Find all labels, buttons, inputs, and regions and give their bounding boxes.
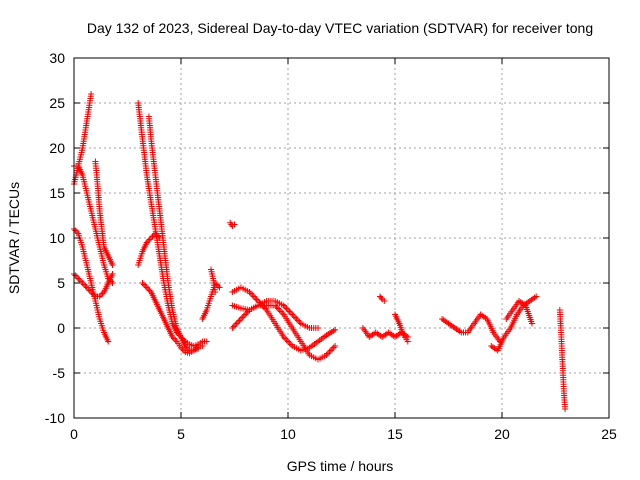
marker-path: [229, 284, 339, 354]
series-arc11: [208, 266, 219, 295]
series-arc14: [229, 302, 339, 363]
x-tick-label: 15: [387, 426, 403, 442]
marker-path: [145, 113, 206, 354]
series-arc21: [503, 298, 535, 327]
marker-path: [229, 302, 339, 363]
axis-ticks: 0 5 10 15 20 25 -10 -5 0 5 10 15 20 25 30: [45, 50, 617, 442]
marker-path: [556, 307, 569, 412]
grid: [74, 58, 609, 418]
marker-path: [199, 280, 223, 322]
y-tick-label: 10: [49, 230, 65, 246]
y-tick-label: -5: [53, 365, 66, 381]
series-arc10: [199, 280, 223, 322]
y-axis-label: SDTVAR / TECUs: [6, 182, 22, 294]
series-arc18: [392, 311, 411, 345]
series-arc19: [439, 311, 503, 345]
x-tick-label: 0: [70, 426, 78, 442]
marker-path: [392, 311, 411, 345]
series-arc22: [556, 307, 569, 412]
data-points: [71, 91, 569, 412]
marker-path: [439, 311, 503, 345]
series-arc5: [92, 158, 116, 268]
series-arc17: [377, 293, 388, 304]
series-arc13: [229, 284, 339, 354]
x-tick-label: 20: [494, 426, 510, 442]
marker-path: [227, 219, 238, 230]
chart-title: Day 132 of 2023, Sidereal Day-to-day VTE…: [87, 20, 593, 36]
series-arc9: [139, 280, 202, 357]
x-tick-label: 10: [280, 426, 296, 442]
series-arc12: [227, 219, 238, 230]
marker-path: [208, 266, 219, 295]
marker-path: [139, 280, 202, 357]
marker-path: [135, 230, 163, 268]
marker-path: [229, 298, 321, 331]
y-tick-label: 30: [49, 50, 65, 66]
y-tick-label: -10: [45, 410, 65, 426]
y-tick-label: 25: [49, 95, 65, 111]
y-tick-label: 20: [49, 140, 65, 156]
marker-path: [503, 298, 535, 327]
marker-path: [92, 158, 116, 268]
y-tick-label: 5: [57, 275, 65, 291]
series-arc15: [229, 298, 321, 331]
marker-path: [377, 293, 388, 304]
x-tick-label: 25: [601, 426, 617, 442]
series-arc8: [145, 113, 206, 354]
marker-path: [71, 163, 116, 286]
x-tick-label: 5: [177, 426, 185, 442]
series-arc2: [71, 163, 116, 286]
series-arc7: [135, 230, 163, 268]
y-tick-label: 0: [57, 320, 65, 336]
x-axis-label: GPS time / hours: [287, 458, 394, 474]
y-tick-label: 15: [49, 185, 65, 201]
